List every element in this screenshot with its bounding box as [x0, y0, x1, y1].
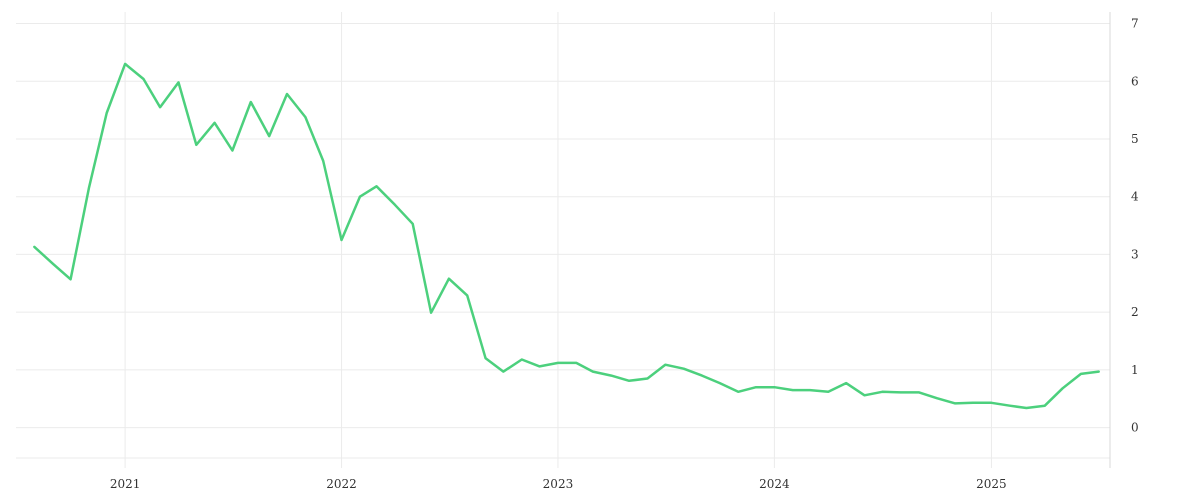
x-axis-ticks: 2021 2022 2023 2024 2025: [110, 477, 1007, 491]
y-tick-label: 1: [1131, 363, 1139, 377]
y-tick-label: 7: [1131, 17, 1139, 31]
y-tick-label: 2: [1131, 305, 1139, 319]
series-line: [33, 62, 1100, 410]
y-axis-ticks: 0 1 2 3 4 5 6 7: [1131, 17, 1139, 435]
x-tick-label: 2025: [976, 477, 1007, 491]
y-tick-label: 0: [1131, 421, 1139, 435]
y-tick-label: 3: [1131, 247, 1139, 261]
y-tick-label: 5: [1131, 132, 1139, 146]
x-tick-label: 2022: [326, 477, 357, 491]
y-tick-label: 4: [1131, 190, 1139, 204]
x-gridlines: [124, 12, 992, 468]
y-gridlines: [16, 23, 1110, 459]
x-tick-label: 2023: [543, 477, 574, 491]
series-layer: [33, 62, 1100, 410]
x-tick-label: 2024: [759, 477, 790, 491]
y-tick-label: 6: [1131, 74, 1139, 88]
x-tick-label: 2021: [110, 477, 141, 491]
